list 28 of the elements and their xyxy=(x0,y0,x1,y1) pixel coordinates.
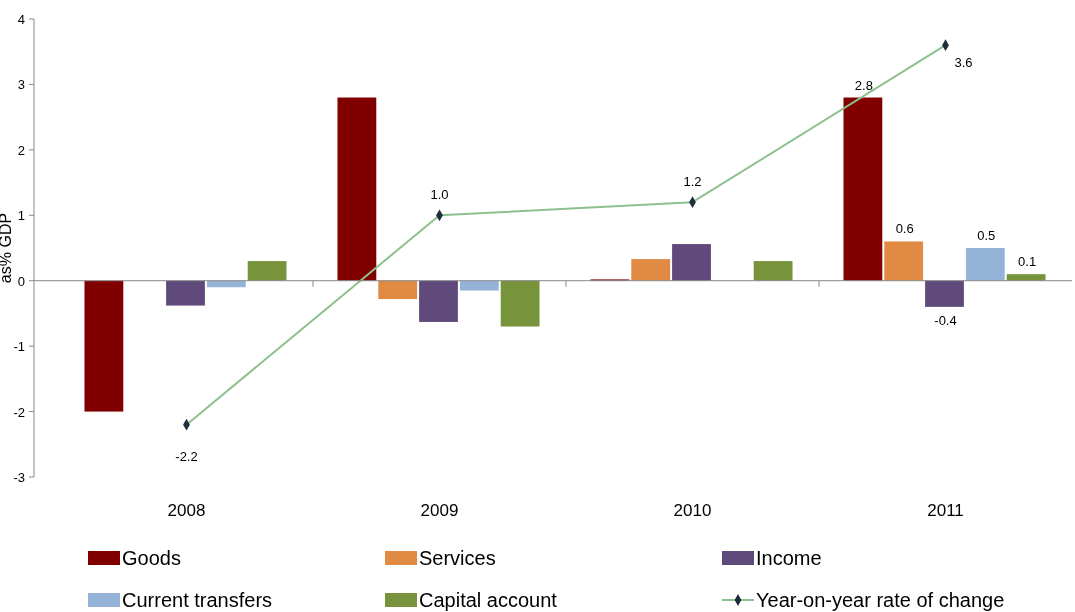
data-label: -2.2 xyxy=(175,448,198,464)
data-label: 1.2 xyxy=(683,174,702,190)
legend-label: Goods xyxy=(122,547,181,569)
data-label: -0.4 xyxy=(934,312,957,328)
x-tick-label: 2011 xyxy=(927,501,964,520)
data-label: 0.6 xyxy=(895,221,914,237)
data-label: 0.1 xyxy=(1018,254,1037,270)
legend-label: Year-on-year rate of change xyxy=(756,589,1005,611)
y-tick-label: -3 xyxy=(13,470,25,485)
data-label: 3.6 xyxy=(954,55,973,71)
data-label: 0.5 xyxy=(977,228,996,243)
y-tick-label: -1 xyxy=(13,339,25,355)
y-tick-label: 0 xyxy=(17,273,25,289)
y-tick-label: 3 xyxy=(17,77,25,93)
x-tick-label: 2008 xyxy=(167,501,206,520)
x-tick-label: 2009 xyxy=(420,501,459,520)
y-tick-label: -2 xyxy=(13,404,25,420)
legend-label: Capital account xyxy=(419,589,558,611)
y-axis-title: as% GDP xyxy=(0,212,14,284)
y-tick-label: 1 xyxy=(17,208,25,224)
y-tick-label: 2 xyxy=(17,142,25,158)
y-tick-label: 4 xyxy=(17,12,25,27)
legend-label: Income xyxy=(756,547,822,569)
x-tick-label: 2010 xyxy=(673,501,712,520)
legend-label: Services xyxy=(419,547,496,569)
legend-label: Current transfers xyxy=(122,589,273,611)
data-label: 1.0 xyxy=(430,187,449,203)
data-label: 2.8 xyxy=(854,77,873,93)
